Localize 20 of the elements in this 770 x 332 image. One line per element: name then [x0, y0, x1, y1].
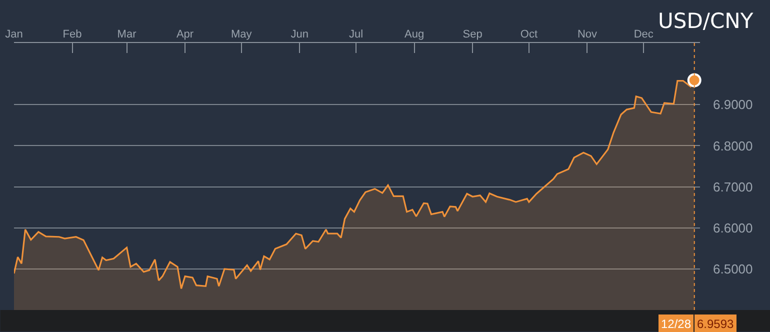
x-tick-label: Aug — [404, 28, 424, 41]
x-tick-label: Feb — [62, 28, 82, 41]
x-tick-label: Dec — [634, 28, 654, 41]
y-tick-label: 6.9000 — [713, 97, 753, 112]
chart-title: USD/CNY — [658, 9, 754, 33]
y-tick-label: 6.6000 — [713, 220, 753, 236]
x-tick-label: May — [231, 28, 252, 41]
legend-label: 12/28 — [661, 317, 692, 331]
x-tick-label: Jul — [349, 28, 364, 41]
y-tick-label: 6.5000 — [713, 261, 753, 276]
y-tick-label: 6.8000 — [713, 138, 753, 154]
y-tick-label: 6.7000 — [713, 179, 753, 194]
x-tick-label: Jan — [5, 28, 23, 41]
x-tick-label: Sep — [462, 28, 482, 41]
x-tick-label: Nov — [577, 28, 598, 41]
x-tick-label: Apr — [176, 28, 194, 41]
text: 6.9593 — [697, 317, 734, 331]
x-tick-label: Jun — [290, 28, 309, 41]
x-tick-label: Oct — [520, 28, 538, 41]
x-tick-label: Mar — [117, 28, 137, 41]
